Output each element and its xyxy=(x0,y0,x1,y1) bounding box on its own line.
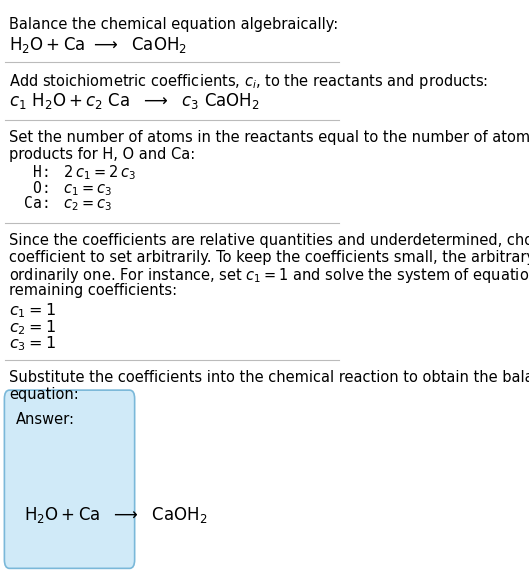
Text: $\mathrm{H_2O + Ca \ \longrightarrow \ \ CaOH_2}$: $\mathrm{H_2O + Ca \ \longrightarrow \ \… xyxy=(10,35,188,55)
Text: $c_1\ \mathrm{H_2O} + c_2\ \mathrm{Ca}\ \ \longrightarrow\ \ c_3\ \mathrm{CaOH_2: $c_1\ \mathrm{H_2O} + c_2\ \mathrm{Ca}\ … xyxy=(10,91,260,111)
Text: $c_3 = 1$: $c_3 = 1$ xyxy=(10,335,56,353)
Text: $\mathrm{H_2O + Ca \ \ \longrightarrow \ \ CaOH_2}$: $\mathrm{H_2O + Ca \ \ \longrightarrow \… xyxy=(24,505,208,525)
Text: H: $\ 2\,c_1 = 2\,c_3$: H: $\ 2\,c_1 = 2\,c_3$ xyxy=(15,163,136,182)
Text: Ca: $\ c_2 = c_3$: Ca: $\ c_2 = c_3$ xyxy=(15,194,113,213)
Text: ordinarily one. For instance, set $c_1 = 1$ and solve the system of equations fo: ordinarily one. For instance, set $c_1 =… xyxy=(10,266,529,285)
Text: Set the number of atoms in the reactants equal to the number of atoms in the: Set the number of atoms in the reactants… xyxy=(10,130,529,145)
Text: equation:: equation: xyxy=(10,387,79,402)
Text: Add stoichiometric coefficients, $c_i$, to the reactants and products:: Add stoichiometric coefficients, $c_i$, … xyxy=(10,72,489,92)
Text: $c_1 = 1$: $c_1 = 1$ xyxy=(10,301,56,320)
Text: coefficient to set arbitrarily. To keep the coefficients small, the arbitrary va: coefficient to set arbitrarily. To keep … xyxy=(10,249,529,265)
Text: O: $\ c_1 = c_3$: O: $\ c_1 = c_3$ xyxy=(15,179,113,198)
Text: remaining coefficients:: remaining coefficients: xyxy=(10,283,178,298)
Text: $c_2 = 1$: $c_2 = 1$ xyxy=(10,318,56,336)
Text: Balance the chemical equation algebraically:: Balance the chemical equation algebraica… xyxy=(10,17,339,32)
Text: products for H, O and Ca:: products for H, O and Ca: xyxy=(10,147,196,161)
Text: Substitute the coefficients into the chemical reaction to obtain the balanced: Substitute the coefficients into the che… xyxy=(10,370,529,385)
FancyBboxPatch shape xyxy=(4,390,135,568)
Text: Answer:: Answer: xyxy=(15,411,75,427)
Text: Since the coefficients are relative quantities and underdetermined, choose a: Since the coefficients are relative quan… xyxy=(10,232,529,248)
